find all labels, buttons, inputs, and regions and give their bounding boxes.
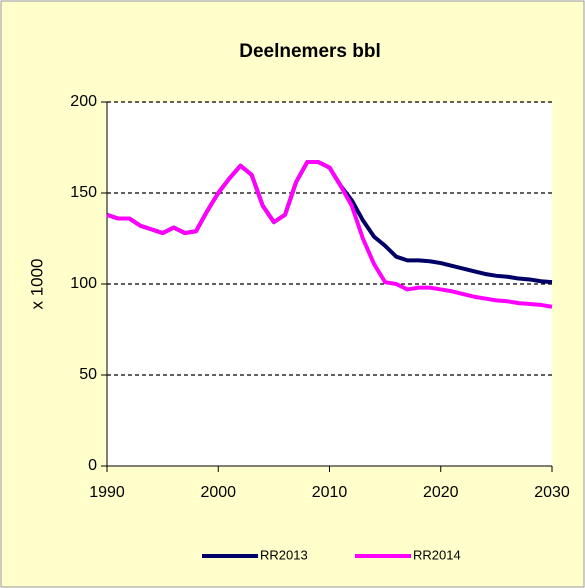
y-axis-label: x 1000 (27, 258, 46, 309)
x-tick-label: 2030 (534, 484, 570, 501)
x-tick-label: 2020 (423, 484, 459, 501)
y-tick-label: 200 (70, 93, 97, 110)
x-tick-label: 2010 (312, 484, 348, 501)
x-tick-label: 1990 (89, 484, 125, 501)
y-tick-label: 150 (70, 184, 97, 201)
x-tick-label: 2000 (200, 484, 236, 501)
y-tick-label: 50 (79, 366, 97, 383)
legend-label: RR2014 (413, 547, 461, 562)
y-tick-label: 0 (88, 457, 97, 474)
series-line (106, 160, 553, 309)
plot-area (107, 102, 552, 466)
y-tick-label: 100 (70, 275, 97, 292)
legend-label: RR2013 (260, 547, 308, 562)
chart-title: Deelnemers bbl (239, 41, 381, 62)
